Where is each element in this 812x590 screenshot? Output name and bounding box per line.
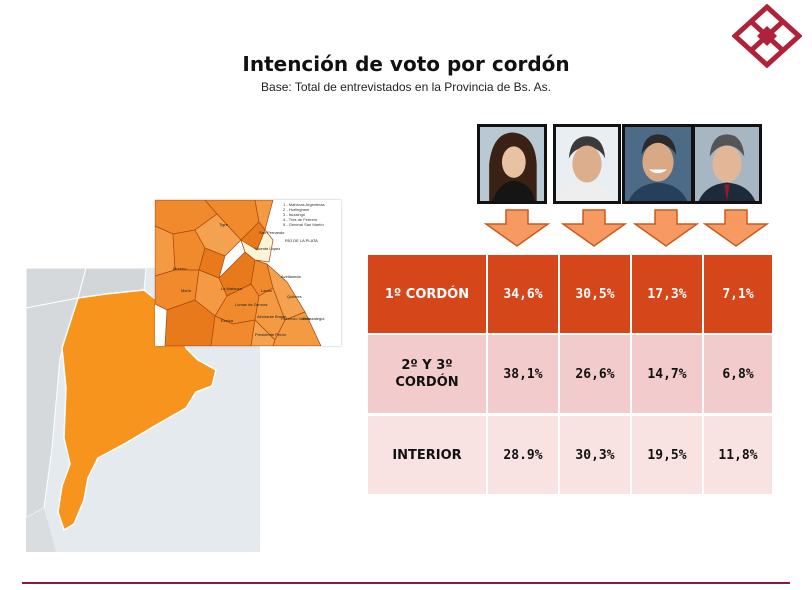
page-title: Intención de voto por cordón: [242, 52, 570, 76]
legend-item: 4 - Tres de Febrero: [283, 217, 318, 222]
legend-item: 3 - Ituzaingó: [283, 212, 306, 217]
row-label: INTERIOR: [368, 416, 486, 494]
district-label: Almirante Brown: [257, 314, 287, 319]
table-cell: 30,3%: [560, 416, 630, 494]
district-label: Tigre: [219, 222, 228, 227]
inset-legend: 1 - Malvinas Argentinas 2 - Hurlingham 3…: [283, 202, 339, 227]
district-label: Presidente Perón: [255, 332, 286, 337]
footer-divider: [22, 582, 790, 584]
legend-item: 2 - Hurlingham: [283, 207, 310, 212]
district-label: Moreno: [173, 266, 187, 271]
table-cell: 17,3%: [632, 255, 702, 333]
district-label: Merlo: [181, 288, 192, 293]
district-label: Florencio Varela: [281, 316, 310, 321]
down-arrow-icon: [632, 208, 700, 248]
brand-logo-icon: [731, 3, 803, 69]
page-subtitle: Base: Total de entrevistados en la Provi…: [261, 80, 551, 94]
district-label: Ezeiza: [221, 318, 234, 323]
table-cell: 30,5%: [560, 255, 630, 333]
candidate-photo-1: [477, 124, 547, 204]
district-label: Quilmes: [287, 294, 302, 299]
district-label: San Fernando: [259, 230, 285, 235]
row-label: 2º Y 3º CORDÓN: [368, 335, 486, 413]
table-cell: 6,8%: [704, 335, 772, 413]
row-label: 1º CORDÓN: [368, 255, 486, 333]
down-arrow-icon: [702, 208, 770, 248]
river-label: RÍO DE LA PLATA: [285, 238, 318, 243]
district-label: Avellaneda: [281, 274, 301, 279]
district-label: Lomas de Zamora: [235, 302, 268, 307]
candidate-photo-3: [622, 124, 694, 204]
table-cell: 26,6%: [560, 335, 630, 413]
candidate-photo-4: [692, 124, 762, 204]
table-cell: 28.9%: [488, 416, 558, 494]
candidate-photo-2: [553, 124, 621, 204]
table-cell: 19,5%: [632, 416, 702, 494]
legend-item: 5 - General San Martín: [283, 222, 324, 227]
table-cell: 34,6%: [488, 255, 558, 333]
legend-item: 1 - Malvinas Argentinas: [283, 202, 325, 207]
district-label: Lanús: [261, 288, 272, 293]
district-label: Berazategui: [303, 316, 325, 321]
district-label: La Matanza: [221, 286, 242, 291]
conurbano-inset-map: 1 - Malvinas Argentinas 2 - Hurlingham 3…: [155, 200, 341, 346]
table-cell: 14,7%: [632, 335, 702, 413]
table-cell: 11,8%: [704, 416, 772, 494]
district-label: Vicente López: [255, 246, 281, 251]
table-cell: 7,1%: [704, 255, 772, 333]
down-arrow-icon: [483, 208, 551, 248]
table-cell: 38,1%: [488, 335, 558, 413]
down-arrow-icon: [560, 208, 628, 248]
